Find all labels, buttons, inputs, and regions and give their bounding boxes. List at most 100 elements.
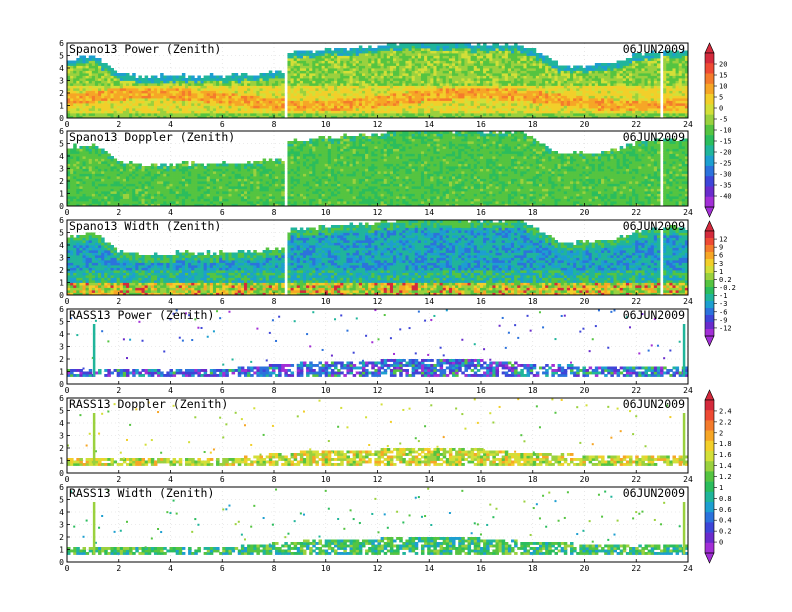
heatmap-cell [157, 108, 161, 111]
heatmap-cell [666, 60, 670, 64]
heatmap-cell [424, 60, 428, 64]
heatmap-cell [200, 90, 205, 94]
heatmap-cell [517, 50, 521, 54]
heatmap-cell [442, 108, 447, 111]
heatmap-cell [669, 68, 673, 71]
heatmap-cell [523, 103, 527, 106]
heatmap-cell [498, 93, 503, 96]
heatmap-cell [281, 108, 285, 111]
heatmap-cell [110, 85, 114, 89]
heatmap-cell [653, 103, 658, 106]
heatmap-cell [346, 73, 350, 76]
heatmap-cell [178, 110, 183, 114]
heatmap-cell [684, 70, 688, 74]
heatmap-cell [144, 90, 149, 94]
heatmap-cell [184, 105, 189, 109]
heatmap-cell [405, 73, 409, 76]
heatmap-cell [324, 75, 329, 79]
heatmap-cell [439, 113, 444, 116]
heatmap-cell [175, 100, 180, 104]
heatmap-cell [526, 115, 531, 118]
heatmap-cell [554, 110, 558, 114]
heatmap-cell [439, 65, 444, 69]
heatmap-cell [644, 63, 649, 66]
heatmap-cell [247, 83, 251, 86]
heatmap-cell [579, 78, 583, 81]
heatmap-cell [393, 60, 397, 64]
heatmap-cell [625, 60, 630, 64]
heatmap-cell [312, 110, 316, 114]
heatmap-cell [371, 90, 375, 94]
heatmap-cell [486, 95, 490, 99]
heatmap-cell [557, 115, 562, 118]
heatmap-cell [206, 83, 211, 86]
heatmap-cell [647, 53, 652, 56]
heatmap-cell [278, 95, 282, 99]
heatmap-cell [632, 83, 636, 86]
heatmap-cell [135, 108, 139, 111]
heatmap-cell [554, 68, 558, 71]
heatmap-cell [94, 93, 99, 96]
heatmap-cell [144, 93, 149, 96]
heatmap-cell [330, 80, 335, 84]
heatmap-cell [67, 103, 71, 106]
heatmap-cell [663, 103, 667, 106]
heatmap-cell [70, 193, 74, 197]
heatmap-cell [144, 110, 149, 114]
heatmap-cell [632, 70, 636, 74]
heatmap-cell [656, 110, 661, 114]
heatmap-cell [377, 113, 382, 116]
heatmap-cell [442, 60, 447, 64]
heatmap-cell [216, 105, 220, 109]
heatmap-cell [455, 70, 459, 74]
heatmap-cell [386, 98, 391, 101]
heatmap-cell [377, 103, 382, 106]
heatmap-cell [79, 148, 83, 152]
heatmap-cell [424, 90, 428, 94]
heatmap-cell [340, 73, 344, 76]
heatmap-cell [529, 55, 534, 59]
heatmap-cell [107, 70, 111, 74]
heatmap-cell [473, 60, 478, 64]
heatmap-cell [511, 98, 515, 101]
heatmap-cell [501, 75, 506, 79]
heatmap-cell [666, 73, 670, 76]
heatmap-cell [566, 103, 571, 106]
heatmap-cell [349, 83, 354, 86]
heatmap-cell [278, 70, 282, 74]
heatmap-cell [467, 75, 472, 79]
heatmap-cell [262, 75, 267, 79]
heatmap-cell [566, 65, 571, 69]
heatmap-cell [337, 58, 341, 61]
heatmap-cell [678, 85, 683, 89]
heatmap-cell [538, 65, 543, 69]
heatmap-cell [259, 80, 264, 84]
heatmap-cell [296, 65, 301, 69]
heatmap-cell [206, 113, 211, 116]
heatmap-cell [638, 98, 642, 101]
heatmap-cell [296, 55, 301, 59]
heatmap-cell [635, 68, 639, 71]
heatmap-cell [436, 45, 440, 49]
heatmap-cell [411, 53, 416, 56]
heatmap-cell [315, 98, 319, 101]
heatmap-cell [656, 80, 661, 84]
heatmap-cell [73, 158, 77, 162]
heatmap-cell [82, 78, 87, 81]
heatmap-cell [417, 100, 422, 104]
heatmap-cell [489, 100, 493, 104]
heatmap-cell [405, 78, 409, 81]
heatmap-cell [380, 50, 385, 54]
heatmap-cell [79, 98, 83, 101]
heatmap-cell [411, 60, 416, 64]
heatmap-cell [302, 75, 307, 79]
heatmap-cell [461, 75, 465, 79]
heatmap-cell [535, 53, 540, 56]
heatmap-cell [545, 58, 549, 61]
heatmap-cell [334, 55, 338, 59]
heatmap-cell [343, 113, 347, 116]
heatmap-cell [346, 80, 350, 84]
heatmap-cell [237, 103, 242, 106]
heatmap-cell [430, 73, 434, 76]
heatmap-cell [383, 95, 388, 99]
